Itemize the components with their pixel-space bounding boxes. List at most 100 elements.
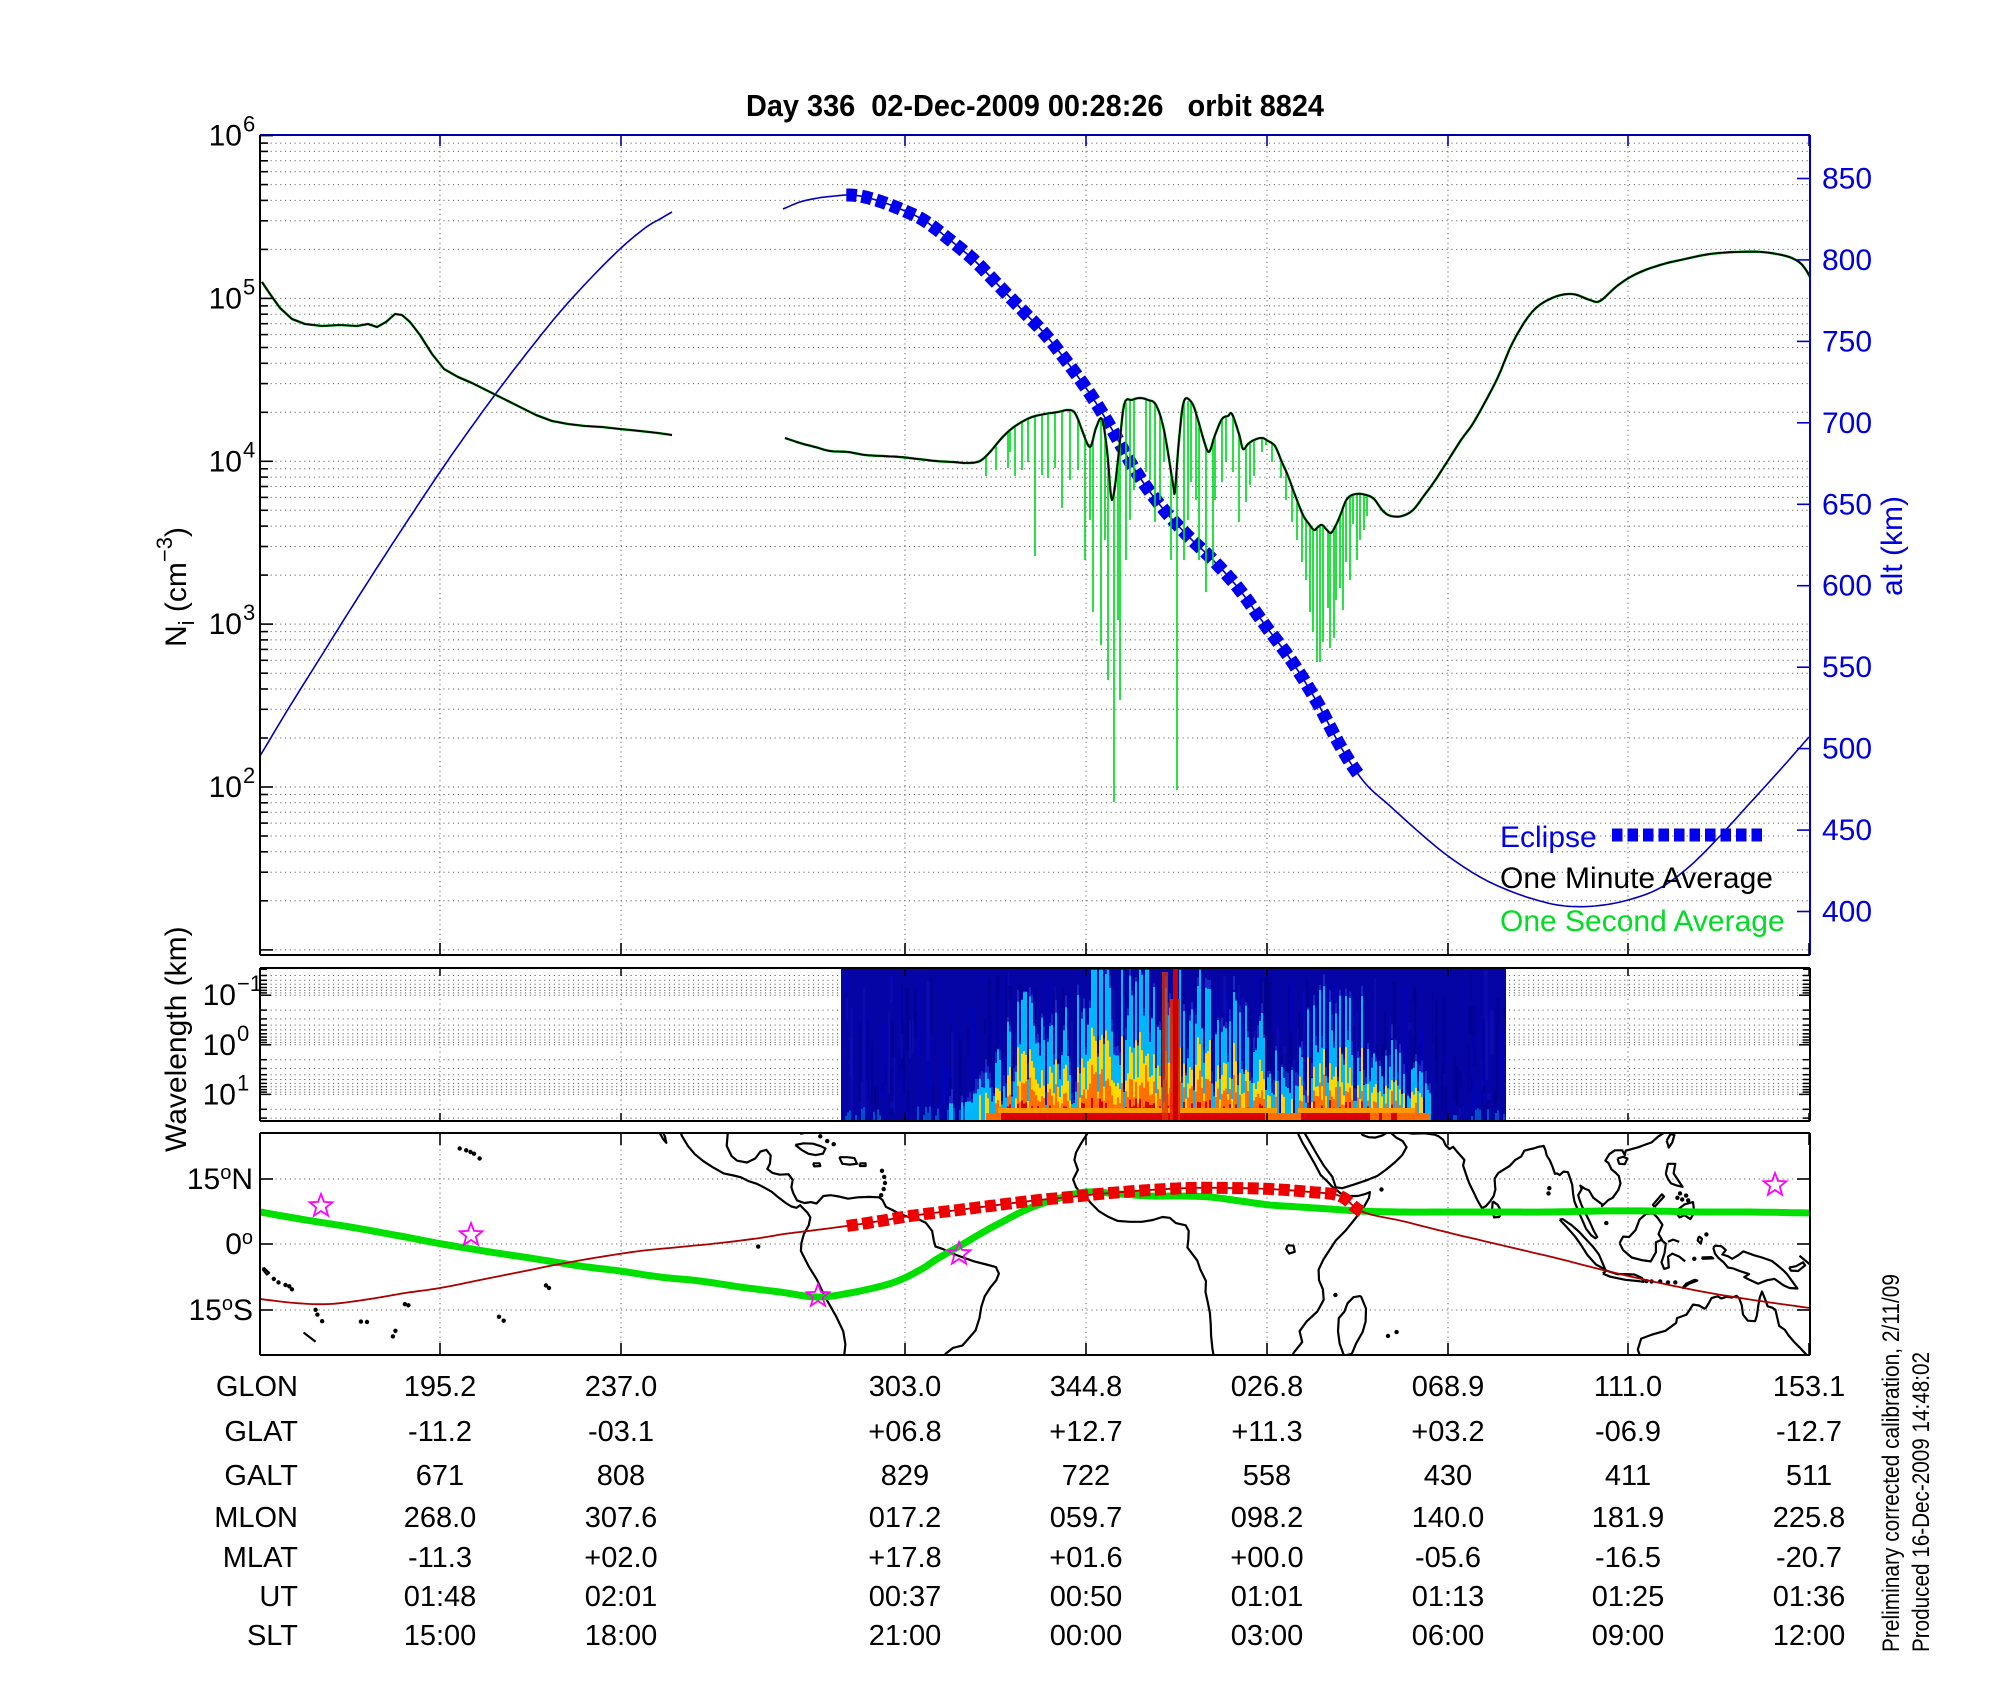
svg-text:026.8: 026.8 [1231, 1371, 1304, 1403]
svg-text:Preliminary corrected calibrat: Preliminary corrected calibration, 2/11/… [1878, 1274, 1905, 1652]
svg-text:411: 411 [1605, 1460, 1651, 1492]
svg-text:Ni (cm−3): Ni (cm−3) [152, 527, 199, 647]
svg-text:Eclipse: Eclipse [1500, 821, 1597, 854]
svg-text:+01.6: +01.6 [1049, 1542, 1122, 1574]
svg-text:700: 700 [1822, 407, 1872, 440]
svg-text:1: 1 [237, 1070, 249, 1095]
svg-text:0: 0 [237, 1021, 249, 1046]
svg-text:307.6: 307.6 [585, 1502, 658, 1534]
svg-text:10: 10 [203, 1078, 236, 1111]
svg-text:558: 558 [1243, 1460, 1291, 1492]
svg-text:098.2: 098.2 [1231, 1502, 1304, 1534]
svg-text:722: 722 [1062, 1460, 1110, 1492]
svg-text:153.1: 153.1 [1773, 1371, 1846, 1403]
svg-text:6: 6 [243, 112, 255, 137]
svg-text:10: 10 [209, 120, 242, 153]
svg-text:829: 829 [881, 1460, 929, 1492]
svg-text:-03.1: -03.1 [588, 1416, 654, 1448]
svg-text:140.0: 140.0 [1412, 1502, 1485, 1534]
svg-text:-11.2: -11.2 [408, 1416, 472, 1448]
svg-text:511: 511 [1786, 1460, 1832, 1492]
svg-text:10: 10 [209, 608, 242, 641]
svg-text:2: 2 [243, 763, 255, 788]
svg-text:01:48: 01:48 [404, 1581, 477, 1613]
svg-text:21:00: 21:00 [869, 1620, 942, 1652]
svg-text:−1: −1 [237, 971, 262, 996]
svg-text:01:13: 01:13 [1412, 1581, 1485, 1613]
svg-text:-06.9: -06.9 [1595, 1416, 1661, 1448]
svg-text:+03.2: +03.2 [1411, 1416, 1484, 1448]
svg-text:GLAT: GLAT [224, 1416, 298, 1448]
svg-text:303.0: 303.0 [869, 1371, 942, 1403]
svg-text:-12.7: -12.7 [1776, 1416, 1842, 1448]
svg-text:00:00: 00:00 [1050, 1620, 1123, 1652]
svg-text:+12.7: +12.7 [1049, 1416, 1122, 1448]
svg-text:059.7: 059.7 [1050, 1502, 1123, 1534]
svg-text:750: 750 [1822, 325, 1872, 358]
svg-text:550: 550 [1822, 651, 1872, 684]
svg-text:Day 336 02-Dec-2009 00:28:26: Day 336 02-Dec-2009 00:28:26 orbit 8824 [746, 88, 1325, 123]
svg-text:+06.8: +06.8 [868, 1416, 941, 1448]
svg-text:03:00: 03:00 [1231, 1620, 1304, 1652]
svg-text:00:50: 00:50 [1050, 1581, 1123, 1613]
svg-text:GALT: GALT [224, 1460, 298, 1492]
svg-text:09:00: 09:00 [1592, 1620, 1665, 1652]
svg-text:225.8: 225.8 [1773, 1502, 1846, 1534]
svg-text:268.0: 268.0 [404, 1502, 477, 1534]
svg-text:-16.5: -16.5 [1595, 1542, 1661, 1574]
svg-text:017.2: 017.2 [869, 1502, 942, 1534]
svg-text:10: 10 [203, 1029, 236, 1062]
svg-text:01:01: 01:01 [1231, 1581, 1304, 1613]
svg-text:195.2: 195.2 [404, 1371, 477, 1403]
svg-text:10: 10 [209, 282, 242, 315]
svg-text:400: 400 [1822, 896, 1872, 929]
svg-text:-11.3: -11.3 [408, 1542, 472, 1574]
svg-text:One Minute Average: One Minute Average [1500, 862, 1773, 895]
svg-text:SLT: SLT [247, 1620, 298, 1652]
svg-text:808: 808 [597, 1460, 645, 1492]
svg-text:-05.6: -05.6 [1415, 1542, 1481, 1574]
svg-text:430: 430 [1424, 1460, 1472, 1492]
svg-text:15oS: 15oS [188, 1293, 253, 1327]
svg-text:GLON: GLON [216, 1371, 298, 1403]
svg-text:Produced 16-Dec-2009 14:48:02: Produced 16-Dec-2009 14:48:02 [1908, 1352, 1935, 1652]
svg-text:MLAT: MLAT [223, 1542, 298, 1574]
svg-text:12:00: 12:00 [1773, 1620, 1846, 1652]
svg-text:10: 10 [203, 979, 236, 1012]
svg-text:15oN: 15oN [187, 1162, 253, 1196]
svg-text:800: 800 [1822, 244, 1872, 277]
svg-text:5: 5 [243, 274, 255, 299]
svg-text:-20.7: -20.7 [1776, 1542, 1842, 1574]
svg-text:671: 671 [416, 1460, 464, 1492]
svg-text:15:00: 15:00 [404, 1620, 477, 1652]
svg-text:01:25: 01:25 [1592, 1581, 1665, 1613]
svg-text:111.0: 111.0 [1594, 1371, 1662, 1403]
svg-text:10: 10 [209, 771, 242, 804]
svg-text:237.0: 237.0 [585, 1371, 658, 1403]
svg-text:01:36: 01:36 [1773, 1581, 1846, 1613]
svg-text:alt (km): alt (km) [1876, 496, 1909, 596]
svg-text:00:37: 00:37 [869, 1581, 942, 1613]
svg-text:500: 500 [1822, 733, 1872, 766]
svg-text:06:00: 06:00 [1412, 1620, 1485, 1652]
svg-text:+17.8: +17.8 [868, 1542, 941, 1574]
svg-text:344.8: 344.8 [1050, 1371, 1123, 1403]
svg-text:18:00: 18:00 [585, 1620, 658, 1652]
svg-text:+00.0: +00.0 [1230, 1542, 1303, 1574]
svg-text:450: 450 [1822, 814, 1872, 847]
svg-text:4: 4 [243, 437, 255, 462]
svg-text:One Second Average: One Second Average [1500, 905, 1785, 938]
svg-text:10: 10 [209, 445, 242, 478]
svg-text:02:01: 02:01 [585, 1581, 658, 1613]
svg-text:+02.0: +02.0 [584, 1542, 657, 1574]
svg-text:3: 3 [243, 600, 255, 625]
svg-text:UT: UT [259, 1581, 298, 1613]
svg-text:850: 850 [1822, 163, 1872, 196]
svg-text:600: 600 [1822, 570, 1872, 603]
svg-text:181.9: 181.9 [1592, 1502, 1665, 1534]
svg-text:650: 650 [1822, 488, 1872, 521]
svg-text:MLON: MLON [214, 1502, 298, 1534]
svg-text:+11.3: +11.3 [1231, 1416, 1302, 1448]
svg-text:Wavelength (km): Wavelength (km) [160, 926, 193, 1152]
svg-text:068.9: 068.9 [1412, 1371, 1485, 1403]
